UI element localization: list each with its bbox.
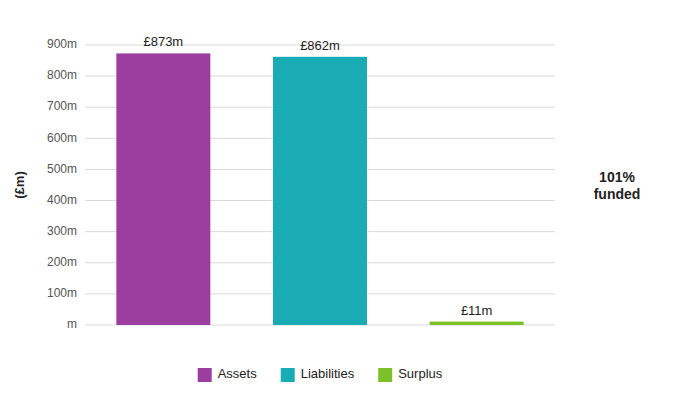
- grid: [85, 45, 555, 325]
- legend-label: Liabilities: [301, 366, 355, 381]
- legend-swatch: [378, 368, 392, 382]
- chart: m 100m 200m 300m 400m 500m 600m 700m 800m 900m (£m…: [0, 0, 680, 400]
- legend: Assets Liabilities Surplus: [198, 366, 443, 382]
- data-label: £11m: [461, 303, 493, 318]
- data-label: £873m: [143, 34, 183, 49]
- legend-label: Surplus: [398, 366, 443, 381]
- legend-swatch: [198, 368, 212, 382]
- legend-swatch: [281, 368, 295, 382]
- bars: [116, 53, 523, 325]
- tick-label: 100m: [47, 286, 77, 300]
- data-labels: £873m £862m £11m: [143, 34, 492, 317]
- tick-label: m: [67, 317, 77, 331]
- bar: [116, 53, 210, 325]
- tick-label: 900m: [47, 37, 77, 51]
- tick-label: 800m: [47, 68, 77, 82]
- y-axis-label: (£m): [12, 171, 27, 198]
- chart-container: m 100m 200m 300m 400m 500m 600m 700m 800m 900m (£m…: [0, 0, 680, 400]
- legend-label: Assets: [218, 366, 258, 381]
- tick-label: 300m: [47, 224, 77, 238]
- data-label: £862m: [300, 38, 340, 53]
- y-axis: m 100m 200m 300m 400m 500m 600m 700m 800m 900m: [47, 37, 77, 331]
- tick-label: 400m: [47, 193, 77, 207]
- bar: [273, 57, 367, 325]
- tick-label: 200m: [47, 255, 77, 269]
- tick-label: 500m: [47, 162, 77, 176]
- tick-label: 600m: [47, 131, 77, 145]
- tick-label: 700m: [47, 99, 77, 113]
- bar: [430, 322, 524, 325]
- annotation: 101%funded: [594, 169, 641, 202]
